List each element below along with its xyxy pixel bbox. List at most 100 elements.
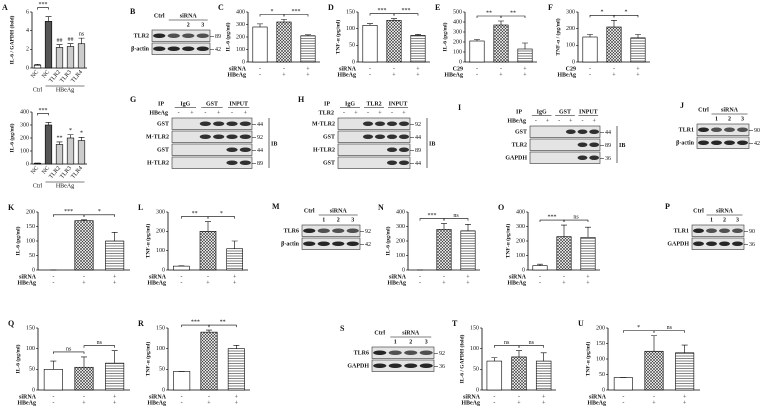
- band: [711, 140, 722, 146]
- y-axis-label: IL-6 (pg/ml): [14, 226, 21, 255]
- bar: [469, 40, 485, 63]
- bar-label: ##: [57, 38, 63, 44]
- condition-mark: -: [622, 394, 624, 400]
- blot-strip: [301, 224, 361, 237]
- y-tick-label: 2: [26, 47, 29, 53]
- size-marker: 44: [257, 148, 263, 154]
- bar: [226, 248, 243, 271]
- band: [239, 134, 251, 140]
- bar: [252, 26, 268, 63]
- ip-label: IP: [516, 109, 522, 115]
- condition-mark: -: [493, 400, 495, 406]
- condition-mark: -: [180, 280, 182, 286]
- y-tick-label: 0: [242, 59, 245, 65]
- error-bar: [516, 350, 522, 357]
- y-tick-label: 0: [26, 161, 29, 167]
- y-tick-label: 100: [396, 253, 405, 259]
- band: [239, 147, 251, 153]
- row-label: β-actin: [281, 241, 299, 247]
- ip-header: GST: [206, 101, 218, 107]
- band: [213, 134, 225, 140]
- y-axis-label: IL-6 (pg/ml): [224, 22, 231, 51]
- y-tick-label: 100: [26, 346, 35, 352]
- band: [239, 121, 251, 127]
- band: [398, 160, 410, 166]
- size-marker: 92: [415, 122, 421, 128]
- y-tick-label: 200: [566, 26, 575, 32]
- condition-mark: +: [207, 400, 211, 406]
- condition-mark: -: [83, 274, 85, 280]
- condition-mark: +: [636, 66, 640, 72]
- panel-label: U: [578, 319, 584, 328]
- y-tick-label: 200: [596, 325, 605, 331]
- band: [374, 134, 386, 140]
- panel-label: F: [548, 3, 553, 12]
- condition-mark: -: [52, 274, 54, 280]
- band: [303, 241, 316, 247]
- significance-bracket: [518, 345, 544, 348]
- band: [398, 121, 410, 127]
- y-tick-label: 50: [599, 372, 605, 378]
- bar: [200, 331, 218, 391]
- error-bar: [45, 122, 52, 125]
- treat-label: TLR2: [319, 110, 334, 116]
- error-bar: [585, 226, 591, 238]
- error-bar: [415, 34, 421, 36]
- band: [346, 241, 359, 247]
- bar-label: *: [69, 128, 72, 134]
- condition-mark: +: [233, 274, 237, 280]
- band: [332, 241, 345, 247]
- bar: [582, 36, 598, 63]
- significance-bracket: [83, 345, 115, 348]
- row-label: GST: [157, 121, 169, 127]
- significance-bracket: [500, 15, 526, 18]
- condition-mark: +: [282, 72, 286, 78]
- condition-label: HBeAg: [587, 400, 606, 406]
- condition-mark: -: [259, 66, 261, 72]
- condition-label: siRNA: [589, 394, 607, 400]
- y-tick-label: 0: [459, 59, 462, 65]
- error-bar: [81, 356, 87, 368]
- bar: [556, 236, 572, 271]
- band: [698, 140, 709, 146]
- condition-mark: -: [493, 394, 495, 400]
- panel-label: H: [298, 95, 305, 104]
- error-bar: [78, 37, 85, 44]
- band: [589, 129, 600, 135]
- bar: [511, 356, 527, 391]
- error-bar: [441, 223, 447, 230]
- condition-mark: +: [82, 400, 86, 406]
- bar: [77, 43, 86, 69]
- bar: [644, 350, 664, 391]
- band: [167, 33, 180, 39]
- y-tick-label: 200: [236, 34, 245, 40]
- significance-bracket: [443, 218, 469, 221]
- bar: [580, 237, 596, 271]
- error-bar: [491, 357, 498, 362]
- condition-label: siRNA: [339, 66, 357, 72]
- condition-mark: +: [82, 280, 86, 286]
- row-label: TLR1: [674, 228, 689, 234]
- size-marker: 36: [605, 156, 611, 162]
- bar: [535, 360, 552, 391]
- y-tick-label: 500: [453, 9, 462, 15]
- bar: [362, 25, 378, 63]
- condition-mark: +: [306, 66, 310, 72]
- band: [153, 33, 166, 39]
- band: [196, 33, 209, 39]
- condition-mark: +: [586, 280, 590, 286]
- y-axis-label: TNF-α (pg/ml): [144, 224, 151, 259]
- x-tick-label: NC: [30, 165, 40, 175]
- significance-bracket: [653, 330, 685, 333]
- size-marker: 90: [754, 128, 760, 134]
- blot-strip: [171, 143, 253, 156]
- treat-mark: +: [244, 110, 248, 116]
- blot-strip: [691, 224, 745, 237]
- significance-label: ***: [428, 213, 437, 219]
- bar: [44, 21, 53, 69]
- size-marker: 42: [215, 47, 221, 53]
- band: [317, 228, 330, 234]
- y-tick-label: 50: [473, 367, 479, 373]
- error-bar: [233, 345, 240, 349]
- error-bar: [231, 240, 238, 249]
